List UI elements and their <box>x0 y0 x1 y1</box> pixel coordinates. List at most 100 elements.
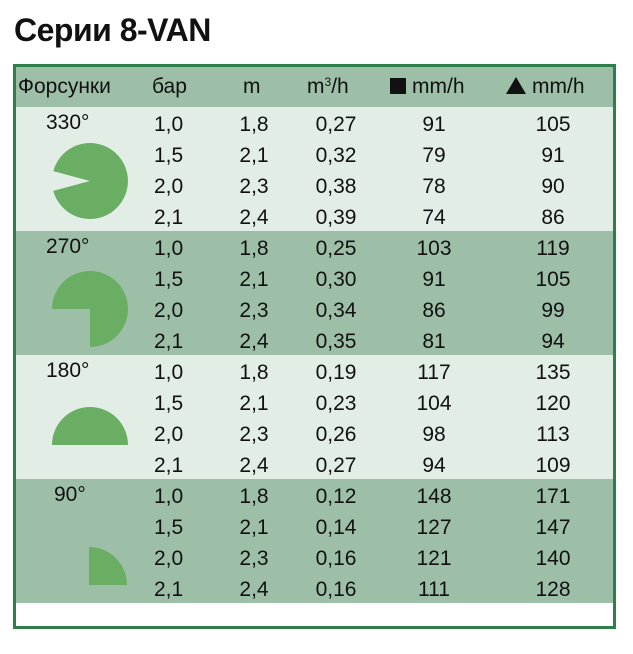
cell-flow: 0,27 <box>315 113 357 136</box>
cell-triangle-precip: 128 <box>535 578 571 601</box>
cell-triangle-precip: 86 <box>541 206 565 229</box>
cell-bar: 2,1 <box>154 454 184 477</box>
arc-angle-label: 90° <box>54 483 86 506</box>
cell-square-precip: 86 <box>422 299 446 322</box>
cell-square-precip: 117 <box>417 361 451 384</box>
cell-flow: 0,39 <box>315 206 357 229</box>
cell-flow: 0,14 <box>315 516 357 539</box>
table-header: Форсунки бар m m3/h mm/h mm/h <box>16 67 613 107</box>
cell-bar: 1,5 <box>154 516 184 539</box>
cell-radius: 1,8 <box>239 361 269 384</box>
header-flow-sup: 3 <box>324 75 332 89</box>
cell-bar: 2,0 <box>154 547 184 570</box>
cell-flow: 0,25 <box>315 237 357 260</box>
cell-flow: 0,34 <box>315 299 357 322</box>
cell-bar: 1,0 <box>154 361 184 384</box>
cell-square-precip: 79 <box>422 144 446 167</box>
cell-square-precip: 104 <box>416 392 452 415</box>
cell-radius: 2,3 <box>239 547 269 570</box>
cell-square-precip: 148 <box>416 485 452 508</box>
header-flow-base: m <box>307 75 325 98</box>
cell-radius: 1,8 <box>239 237 269 260</box>
cell-triangle-precip: 90 <box>541 175 565 198</box>
cell-square-precip: 121 <box>416 547 452 570</box>
nozzle-group: 270° 1,0 1,8 0,25 103 119 1,5 2,1 0,30 91 105 2,0 2,… <box>16 231 613 355</box>
header-triangle-label: mm/h <box>532 75 585 98</box>
cell-triangle-precip: 171 <box>535 485 571 508</box>
cell-triangle-precip: 94 <box>541 330 565 353</box>
cell-square-precip: 103 <box>416 237 452 260</box>
cell-flow: 0,35 <box>315 330 357 353</box>
cell-bar: 2,1 <box>154 206 184 229</box>
cell-bar: 2,0 <box>154 175 184 198</box>
cell-bar: 1,5 <box>154 268 184 291</box>
cell-triangle-precip: 99 <box>541 299 565 322</box>
cell-flow: 0,30 <box>315 268 357 291</box>
cell-flow: 0,19 <box>315 361 357 384</box>
cell-radius: 2,1 <box>239 392 269 415</box>
cell-bar: 1,0 <box>154 485 184 508</box>
arc-angle-label: 270° <box>46 235 90 258</box>
cell-flow: 0,16 <box>315 578 357 601</box>
nozzle-table: Форсунки бар m m3/h mm/h mm/h 330° 1,0 1,8… <box>13 64 616 629</box>
cell-flow: 0,16 <box>315 547 357 570</box>
header-square-precip: mm/h <box>390 75 465 99</box>
cell-flow: 0,38 <box>315 175 357 198</box>
cell-radius: 2,3 <box>239 175 269 198</box>
triangle-spacing-icon <box>506 77 526 94</box>
header-flow: m3/h <box>307 75 349 99</box>
cell-radius: 2,3 <box>239 299 269 322</box>
cell-square-precip: 78 <box>422 175 446 198</box>
cell-square-precip: 98 <box>422 423 446 446</box>
page-title: Серии 8-VAN <box>14 12 211 48</box>
cell-square-precip: 74 <box>422 206 446 229</box>
cell-radius: 2,1 <box>239 144 269 167</box>
header-radius: m <box>243 75 261 98</box>
header-square-label: mm/h <box>412 75 465 98</box>
circle-90-icon <box>89 547 127 585</box>
cell-bar: 1,5 <box>154 144 184 167</box>
cell-bar: 1,0 <box>154 237 184 260</box>
arc-icon-wrap <box>52 407 128 452</box>
cell-bar: 2,1 <box>154 578 184 601</box>
header-bar: бар <box>152 75 187 98</box>
cell-square-precip: 91 <box>422 113 446 136</box>
arc-icon-wrap <box>52 143 128 224</box>
circle-270-icon <box>52 271 128 347</box>
header-flow-unit: /h <box>331 75 349 98</box>
cell-radius: 2,3 <box>239 423 269 446</box>
cell-triangle-precip: 120 <box>535 392 571 415</box>
cell-triangle-precip: 113 <box>536 423 570 446</box>
arc-angle-label: 330° <box>46 111 90 134</box>
cell-square-precip: 81 <box>422 330 446 353</box>
arc-icon-wrap <box>52 271 128 352</box>
cell-radius: 2,4 <box>239 578 269 601</box>
cell-triangle-precip: 91 <box>541 144 565 167</box>
cell-bar: 2,1 <box>154 330 184 353</box>
circle-330-icon <box>53 143 128 219</box>
cell-bar: 1,5 <box>154 392 184 415</box>
cell-triangle-precip: 140 <box>535 547 571 570</box>
cell-flow: 0,26 <box>315 423 357 446</box>
cell-square-precip: 91 <box>422 268 446 291</box>
cell-triangle-precip: 105 <box>535 113 571 136</box>
arc-angle-label: 180° <box>46 359 90 382</box>
cell-flow: 0,32 <box>315 144 357 167</box>
cell-radius: 1,8 <box>239 485 269 508</box>
cell-triangle-precip: 119 <box>536 237 570 260</box>
square-spacing-icon <box>390 78 406 94</box>
cell-radius: 2,4 <box>239 206 269 229</box>
circle-180-icon <box>52 407 128 445</box>
cell-square-precip: 111 <box>418 578 450 601</box>
cell-triangle-precip: 135 <box>535 361 571 384</box>
cell-flow: 0,23 <box>315 392 357 415</box>
cell-radius: 1,8 <box>239 113 269 136</box>
cell-radius: 2,4 <box>239 330 269 353</box>
header-triangle-precip: mm/h <box>506 75 585 99</box>
nozzle-group: 180° 1,0 1,8 0,19 117 135 1,5 2,1 0,23 104 120 2,0 2… <box>16 355 613 479</box>
nozzle-group: 330° 1,0 1,8 0,27 91 105 1,5 2,1 0,32 79 91 2,0 2,3 0… <box>16 107 613 231</box>
cell-radius: 2,4 <box>239 454 269 477</box>
cell-square-precip: 127 <box>416 516 452 539</box>
cell-square-precip: 94 <box>422 454 446 477</box>
arc-icon-wrap <box>89 547 129 592</box>
